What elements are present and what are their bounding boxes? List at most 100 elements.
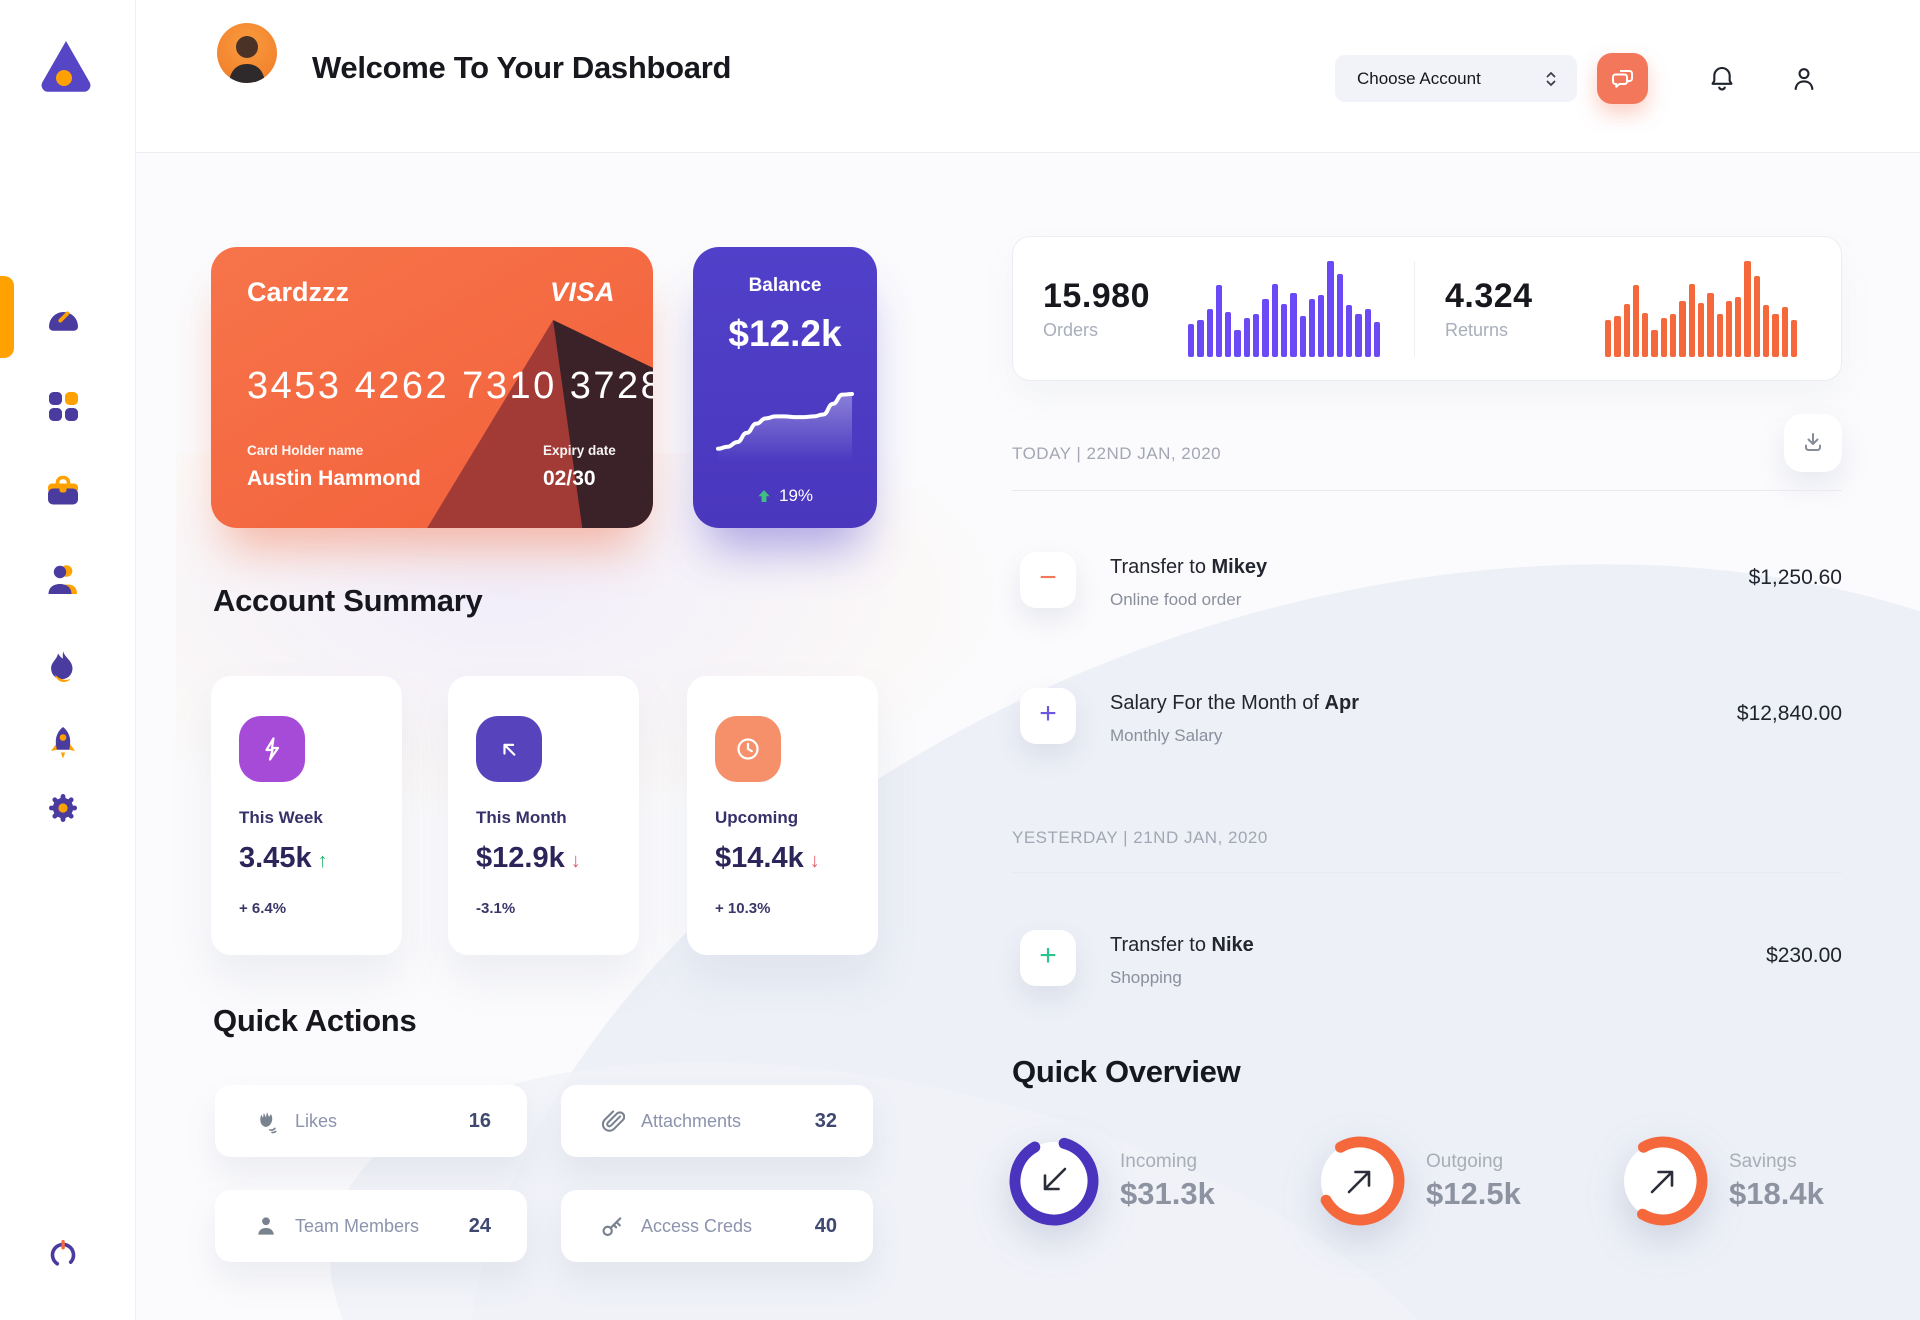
card-number: 3453 4262 7310 3728 — [247, 365, 653, 407]
stats-divider — [1414, 260, 1415, 357]
summary-label: This Week — [239, 808, 323, 827]
summary-value: $14.4k ↓ — [715, 842, 820, 874]
summary-label: Upcoming — [715, 808, 799, 827]
quick-action-team-members[interactable]: Team Members 24 — [215, 1190, 527, 1262]
flame-icon — [51, 651, 73, 683]
orders-label: Orders — [1043, 319, 1099, 340]
messages-button[interactable] — [1597, 53, 1648, 104]
transaction-title: Transfer to Mikey — [1110, 556, 1268, 578]
quick-action-attachments[interactable]: Attachments 32 — [561, 1085, 873, 1157]
sidebar-item-settings[interactable] — [43, 788, 83, 828]
balance-trend: 19% — [693, 486, 877, 506]
key-icon — [602, 1217, 622, 1237]
card-holder-name: Austin Hammond — [247, 467, 421, 490]
sidebar-item-dashboard[interactable] — [43, 296, 83, 336]
quick-actions-title: Quick Actions — [213, 1003, 417, 1038]
returns-value: 4.324 — [1445, 276, 1533, 315]
transaction-title: Salary For the Month of Apr — [1110, 692, 1359, 714]
balance-sparkline — [716, 391, 854, 461]
app-logo[interactable] — [34, 36, 98, 96]
right-column: 15.980 Orders 4.324 Returns TODAY | 22ND… — [1009, 236, 1842, 1306]
returns-label: Returns — [1445, 319, 1509, 340]
quick-action-count: 32 — [814, 1109, 837, 1132]
overview-value: $12.5k — [1426, 1175, 1521, 1211]
sidebar-item-apps[interactable] — [43, 386, 83, 426]
trend-up-arrow-icon — [758, 490, 770, 502]
balance-trend-value: 19% — [778, 486, 814, 505]
orders-returns-card: 15.980 Orders 4.324 Returns — [1012, 236, 1842, 381]
balance-card: Balance $12.2k 19% — [693, 247, 877, 528]
sidebar-item-briefcase[interactable] — [43, 472, 83, 512]
overview-outgoing: Outgoing $12.5k — [1310, 1131, 1521, 1231]
summary-card-upcoming: Upcoming $14.4k ↓ + 10.3% — [687, 676, 878, 955]
main-content: Cardzzz VISA 3453 4262 7310 3728 Card Ho… — [136, 153, 1920, 1320]
orders-value: 15.980 — [1043, 276, 1150, 315]
account-selector-label: Choose Account — [1357, 68, 1481, 88]
user-avatar[interactable] — [217, 23, 277, 83]
left-column: Cardzzz VISA 3453 4262 7310 3728 Card Ho… — [211, 247, 881, 1307]
transaction-amount: $1,250.60 — [1748, 566, 1842, 589]
orders-stat: 15.980 Orders — [1013, 277, 1188, 341]
profile-button[interactable] — [1787, 62, 1821, 96]
clap-icon — [260, 1112, 277, 1134]
transaction-sign-icon: − — [1020, 552, 1076, 608]
credit-card: Cardzzz VISA 3453 4262 7310 3728 Card Ho… — [211, 247, 653, 528]
team-icon — [48, 565, 77, 594]
member-icon — [258, 1217, 274, 1235]
transaction-title: Transfer to Nike — [1110, 934, 1254, 956]
sidebar-item-activity[interactable] — [43, 648, 83, 688]
returns-stat: 4.324 Returns — [1445, 277, 1605, 341]
quick-action-count: 24 — [468, 1214, 491, 1237]
summary-value: 3.45k ↑ — [239, 842, 328, 874]
divider — [1012, 490, 1842, 491]
quick-action-count: 16 — [468, 1109, 491, 1132]
summary-card-this-week: This Week 3.45k ↑ + 6.4% — [211, 676, 402, 955]
transaction-amount: $230.00 — [1766, 944, 1842, 967]
lightning-icon — [239, 716, 305, 782]
sidebar-item-team[interactable] — [43, 560, 83, 600]
gear-icon — [49, 794, 77, 822]
quick-action-count: 40 — [814, 1214, 837, 1237]
clock-icon — [715, 716, 781, 782]
apps-grid-icon — [49, 392, 78, 421]
summary-delta: -3.1% — [476, 900, 516, 917]
sidebar-item-rocket[interactable] — [43, 724, 83, 764]
transaction-subtitle: Shopping — [1110, 968, 1182, 987]
card-holder-label: Card Holder name — [247, 443, 364, 458]
user-icon — [1794, 68, 1814, 91]
arrow-down-left-icon — [1043, 1167, 1067, 1191]
arrow-up-left-icon — [476, 716, 542, 782]
overview-label: Incoming — [1120, 1150, 1198, 1172]
notifications-button[interactable] — [1705, 62, 1739, 96]
overview-savings: Savings $18.4k — [1613, 1131, 1824, 1231]
rocket-icon — [51, 727, 75, 759]
card-label: Cardzzz — [247, 277, 350, 307]
quick-action-likes[interactable]: Likes 16 — [215, 1085, 527, 1157]
page-title: Welcome To Your Dashboard — [312, 50, 732, 85]
quick-action-label: Likes — [295, 1110, 338, 1131]
quick-overview-title: Quick Overview — [1012, 1054, 1241, 1089]
summary-delta: + 10.3% — [715, 900, 771, 917]
top-header: Welcome To Your Dashboard Choose Account — [136, 0, 1920, 153]
quick-action-access-creds[interactable]: Access Creds 40 — [561, 1190, 873, 1262]
orders-bar-chart — [1188, 260, 1384, 357]
paperclip-icon — [601, 1110, 625, 1132]
account-selector[interactable]: Choose Account — [1335, 55, 1577, 102]
bell-icon — [1711, 66, 1733, 91]
power-icon — [50, 1240, 76, 1268]
today-date-header: TODAY | 22ND JAN, 2020 — [1012, 444, 1222, 463]
transaction-sign-icon: + — [1020, 930, 1076, 986]
summary-card-this-month: This Month $12.9k ↓ -3.1% — [448, 676, 639, 955]
transaction-sign-icon: + — [1020, 688, 1076, 744]
download-statement-button[interactable] — [1784, 414, 1842, 472]
overview-label: Savings — [1729, 1150, 1797, 1172]
transaction-subtitle: Monthly Salary — [1110, 726, 1223, 745]
logout-power-button[interactable] — [43, 1234, 83, 1274]
summary-label: This Month — [476, 808, 567, 827]
card-expiry-label: Expiry date — [543, 443, 616, 458]
download-icon — [1805, 433, 1821, 451]
select-chevrons-icon — [1546, 71, 1556, 86]
chat-bubbles-icon — [1611, 69, 1633, 88]
active-nav-indicator — [0, 276, 14, 358]
